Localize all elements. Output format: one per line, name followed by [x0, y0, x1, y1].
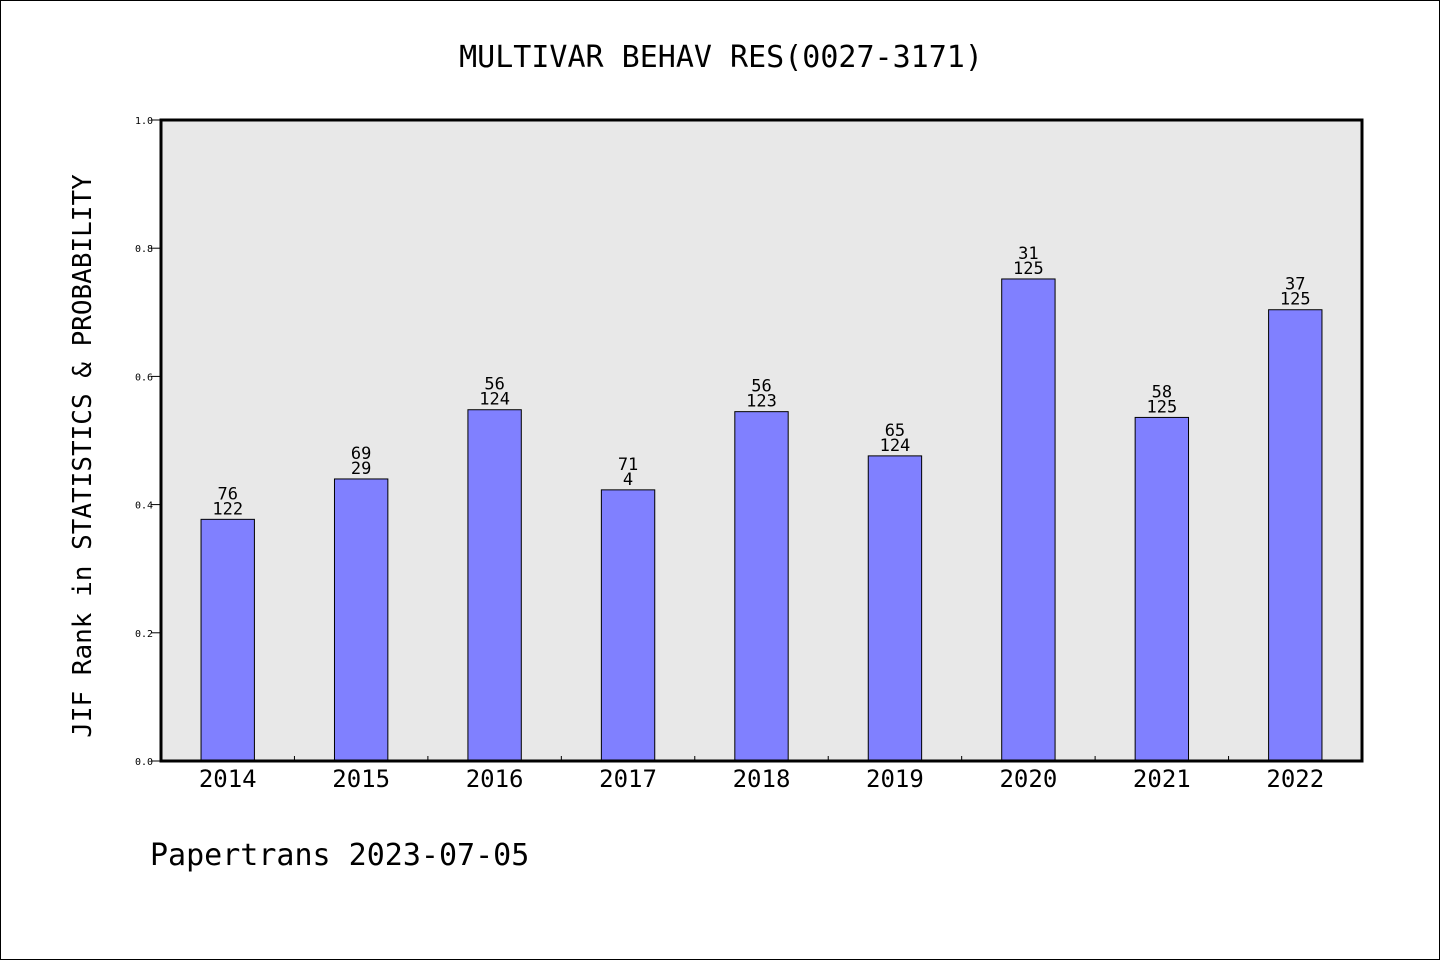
y-tick-label: 0.8	[135, 244, 153, 255]
bar-2014	[200, 518, 255, 762]
x-tick-label-2015: 2015	[332, 765, 390, 793]
rank-label-2014: 76	[217, 484, 237, 504]
rank-label-2015: 69	[351, 444, 371, 464]
bar-2020	[1001, 278, 1056, 762]
total-label-2017: 4	[623, 470, 633, 490]
x-tick-label-2016: 2016	[466, 765, 524, 793]
total-label-2021: 125	[1146, 397, 1177, 417]
total-label-2015: 29	[351, 459, 371, 479]
x-axis: 2014 2015 2016 2017 2018 2019 2020 2021 2022	[199, 756, 1324, 793]
bar-2018	[734, 411, 789, 762]
rank-label-2021: 58	[1152, 382, 1172, 402]
total-label-2018: 123	[746, 392, 777, 412]
rank-label-2019: 65	[885, 421, 905, 441]
bar-2022	[1268, 309, 1323, 762]
x-tick-label-2022: 2022	[1266, 765, 1324, 793]
x-tick-label-2020: 2020	[999, 765, 1057, 793]
y-axis: 0.0 0.2 0.4 0.6 0.8 1.0	[135, 116, 161, 768]
bar-2019	[867, 455, 923, 762]
rank-label-2017: 71	[618, 455, 638, 475]
chart-title: MULTIVAR BEHAV RES(0027-3171)	[459, 40, 983, 75]
rank-label-2016: 56	[484, 375, 504, 395]
bar-2015	[333, 478, 389, 762]
y-tick-label: 0.0	[135, 757, 153, 768]
bar-2021	[1134, 416, 1190, 762]
bar-2016	[467, 409, 522, 762]
rank-label-2020: 31	[1018, 244, 1038, 264]
total-label-2016: 124	[479, 390, 510, 410]
total-label-2022: 125	[1280, 290, 1311, 310]
y-axis-label: JIF Rank in STATISTICS & PROBABILITY	[68, 174, 98, 738]
bar-2017	[600, 489, 656, 762]
total-label-2020: 125	[1013, 259, 1044, 279]
total-label-2019: 124	[880, 436, 911, 456]
y-tick-label: 0.4	[135, 501, 153, 512]
footer-text: Papertrans 2023-07-05	[150, 838, 529, 873]
y-tick-label: 0.6	[135, 372, 153, 383]
x-tick-label-2014: 2014	[199, 765, 257, 793]
x-tick-label-2017: 2017	[599, 765, 657, 793]
bars-group: 7612269295612471456123651243112558125371…	[200, 244, 1323, 762]
x-tick-label-2019: 2019	[866, 765, 924, 793]
rank-label-2018: 56	[751, 377, 771, 397]
x-tick-label-2018: 2018	[733, 765, 791, 793]
rank-label-2022: 37	[1285, 275, 1305, 295]
plot-border	[159, 118, 1364, 763]
y-tick-label: 1.0	[135, 116, 153, 127]
total-label-2014: 122	[212, 499, 243, 519]
x-tick-label-2021: 2021	[1133, 765, 1191, 793]
y-tick-label: 0.2	[135, 629, 153, 640]
